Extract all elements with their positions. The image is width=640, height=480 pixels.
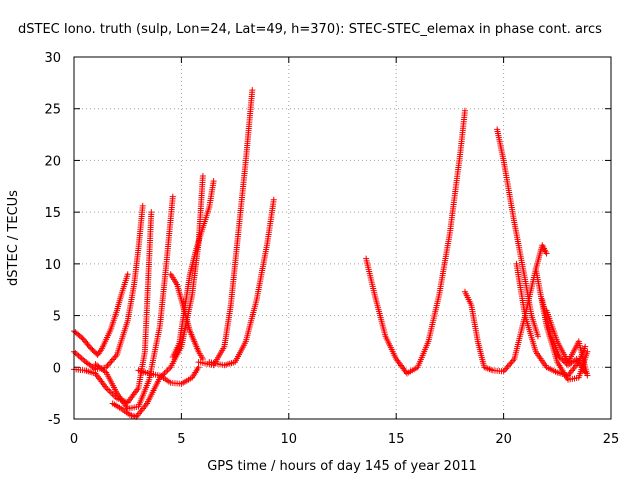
y-tick-label: 30 [44,51,61,66]
data-point-marker [504,363,511,370]
data-point-marker [195,364,202,371]
data-point-marker [169,193,176,200]
data-point-marker [199,172,206,179]
y-tick-label: 0 [53,361,61,376]
data-series-11 [363,107,468,377]
data-series-4 [92,193,176,412]
data-series-1 [71,271,131,358]
data-point-marker [507,360,514,367]
data-point-marker [584,348,591,355]
grid-layer [74,57,611,419]
data-point-marker [78,334,85,341]
data-series-2 [71,202,146,373]
ticks-layer: 0 5 10 15 20 25 -5 0 5 10 15 20 25 30 [44,51,619,447]
x-axis-label: GPS time / hours of day 145 of year 2011 [207,459,477,474]
x-tick-label: 10 [281,432,298,447]
data-point-marker [508,359,515,366]
data-point-marker [86,344,93,351]
data-point-marker [543,250,550,257]
data-point-marker [75,352,82,359]
data-point-marker [109,356,116,363]
data-point-marker [164,367,171,374]
x-tick-label: 0 [70,432,78,447]
data-point-marker [107,389,114,396]
x-tick-label: 15 [388,432,405,447]
data-point-marker [534,333,541,340]
data-point-marker [461,107,468,114]
chart-title: dSTEC Iono. truth (sulp, Lon=24, Lat=49,… [18,22,602,37]
data-point-marker [72,350,79,357]
x-tick-label: 5 [177,432,185,447]
x-tick-label: 20 [495,432,512,447]
data-series-10 [206,196,277,369]
data-point-marker [105,361,112,368]
data-point-marker [107,359,114,366]
data-point-marker [148,209,155,216]
data-point-marker [139,202,146,209]
data-point-marker [108,358,115,365]
y-tick-label: 5 [53,310,61,325]
data-series-5 [109,172,206,420]
data-point-marker [503,365,510,372]
data-series-8 [169,178,217,360]
data-series-16 [539,297,589,376]
data-point-marker [559,356,566,363]
data-point-marker [556,353,563,360]
y-tick-label: 20 [44,154,61,169]
y-tick-label: -5 [48,413,61,428]
data-series-17 [543,307,591,379]
data-series-6 [135,364,202,387]
data-series-13 [494,126,541,340]
data-point-marker [104,386,111,393]
data-point-marker [124,271,131,278]
data-point-marker [111,354,118,361]
data-point-marker [106,387,113,394]
data-series-3 [71,209,155,406]
data-point-marker [210,178,217,185]
data-series-12 [461,242,550,375]
data-point-marker [163,368,170,375]
y-axis-label: dSTEC / TECUs [6,190,21,286]
data-point-marker [109,390,116,397]
data-point-marker [249,87,256,94]
data-point-marker [78,355,85,362]
data-point-marker [584,372,591,379]
data-point-marker [270,196,277,203]
data-point-marker [557,355,564,362]
data-point-marker [77,354,84,361]
y-tick-label: 25 [44,103,61,118]
x-tick-label: 25 [603,432,620,447]
data-point-marker [582,343,589,350]
data-marks-layer [71,87,591,420]
plot-area-border [73,56,612,420]
y-tick-label: 10 [44,258,61,273]
data-point-marker [74,351,81,358]
y-tick-label: 15 [44,206,61,221]
